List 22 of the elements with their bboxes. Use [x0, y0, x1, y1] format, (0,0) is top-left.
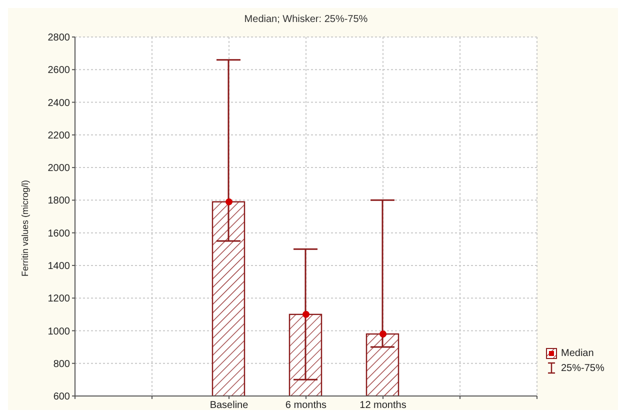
- y-tick-label: 2200: [48, 130, 70, 142]
- text: 25%-75%: [561, 362, 604, 374]
- y-tick-label: 1000: [48, 326, 70, 338]
- x-tick-label: Baseline: [210, 400, 249, 412]
- y-tick-label: 1800: [48, 196, 70, 207]
- y-tick-label: 1600: [48, 228, 70, 240]
- point: [226, 198, 232, 206]
- y-tick-label: 2400: [48, 98, 70, 109]
- chart-title: Median; Whisker: 25%-75%: [243, 14, 369, 25]
- y-tick-label: 800: [53, 358, 70, 370]
- y-tick-label: 2000: [48, 163, 70, 174]
- y-axis-title: Ferritin values (microg/l): [20, 180, 30, 276]
- point: [380, 330, 386, 338]
- y-tick-label: 600: [53, 392, 70, 403]
- legend-label: Median: [561, 348, 594, 359]
- x-tick-label: 12 months: [360, 400, 406, 412]
- y-tick-label: 1200: [48, 294, 70, 305]
- y-tick-label: 2600: [48, 65, 70, 76]
- x-tick-label: 6 months: [285, 400, 327, 412]
- point: [302, 310, 310, 318]
- y-tick-label: 2800: [48, 32, 70, 44]
- y-tick-label: 1400: [48, 261, 70, 272]
